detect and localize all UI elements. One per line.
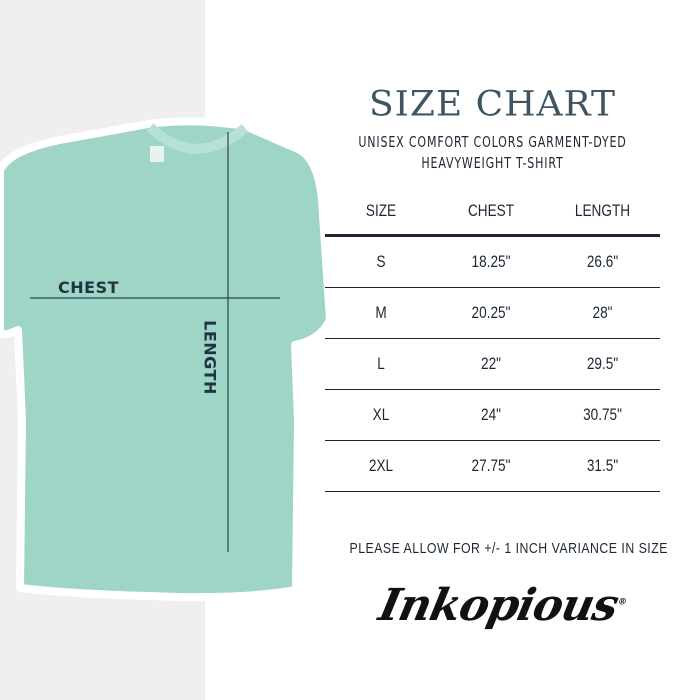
cell-chest: 27.75" — [471, 456, 511, 475]
brand-logo-text: Inkopious — [374, 580, 623, 631]
cell-chest: 22" — [481, 354, 501, 373]
cell-length: 29.5" — [586, 354, 619, 373]
variance-note: PLEASE ALLOW FOR +/- 1 INCH VARIANCE IN … — [349, 540, 668, 557]
subtitle: UNISEX COMFORT COLORS GARMENT-DYED HEAVY… — [355, 132, 630, 174]
cell-size: M — [375, 303, 387, 322]
subtitle-line: UNISEX COMFORT COLORS GARMENT-DYED — [358, 133, 627, 151]
cell-length: 31.5" — [586, 456, 619, 475]
tshirt-collar — [146, 123, 249, 154]
cell-size: XL — [372, 405, 390, 424]
table-row: S 18.25" 26.6" — [325, 237, 660, 288]
size-table: SIZE CHEST LENGTH S 18.25" 26.6" M 20.25… — [325, 188, 660, 492]
cell-length: 30.75" — [583, 405, 622, 424]
tshirt-illustration — [0, 117, 334, 602]
subtitle-line: HEAVYWEIGHT T-SHIRT — [421, 154, 564, 172]
header-length: LENGTH — [574, 201, 631, 220]
header-size: SIZE — [365, 201, 397, 220]
brand-logo: Inkopious® — [375, 580, 627, 631]
cell-chest: 24" — [481, 405, 501, 424]
cell-size: 2XL — [368, 456, 394, 475]
table-row: L 22" 29.5" — [325, 339, 660, 390]
table-header: SIZE CHEST LENGTH — [325, 188, 660, 237]
length-label: LENGTH — [200, 320, 220, 395]
table-row: XL 24" 30.75" — [325, 390, 660, 441]
tshirt-tag — [150, 146, 164, 162]
cell-length: 26.6" — [586, 252, 619, 271]
cell-chest: 18.25" — [471, 252, 511, 271]
cell-size: S — [376, 252, 386, 271]
cell-length: 28" — [592, 303, 613, 322]
table-row: 2XL 27.75" 31.5" — [325, 441, 660, 492]
table-row: M 20.25" 28" — [325, 288, 660, 339]
cell-size: L — [377, 354, 385, 373]
header-chest: CHEST — [467, 201, 515, 220]
tshirt-body — [0, 117, 334, 602]
cell-chest: 20.25" — [471, 303, 511, 322]
chest-label: CHEST — [58, 278, 119, 297]
registered-mark: ® — [616, 597, 627, 608]
page-title: SIZE CHART — [368, 85, 617, 124]
